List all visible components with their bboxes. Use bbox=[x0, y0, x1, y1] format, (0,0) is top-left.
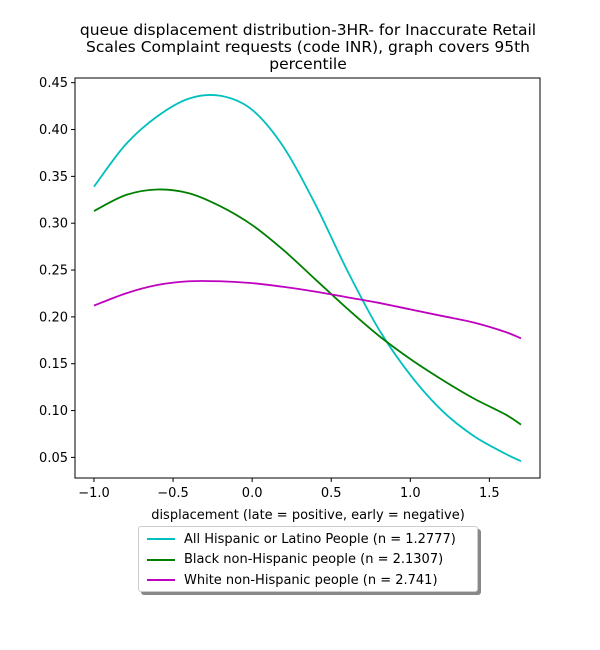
chart-title: queue displacement distribution-3HR- for… bbox=[80, 21, 536, 73]
legend-swatch bbox=[147, 579, 175, 582]
x-tick-label: −0.5 bbox=[157, 486, 189, 501]
y-tick-label: 0.30 bbox=[39, 217, 68, 232]
y-tick-label: 0.15 bbox=[39, 357, 68, 372]
chart-title-line-3: percentile bbox=[269, 55, 347, 73]
x-tick-label: 0.5 bbox=[321, 486, 342, 501]
y-tick-label: 0.20 bbox=[39, 310, 68, 325]
legend-item: White non-Hispanic people (n = 2.741) bbox=[147, 570, 469, 591]
x-axis-label: displacement (late = positive, early = n… bbox=[151, 508, 465, 523]
series-line-2 bbox=[93, 188, 522, 426]
y-tick-label: 0.25 bbox=[39, 264, 68, 279]
legend-label: All Hispanic or Latino People (n = 1.277… bbox=[184, 531, 456, 547]
legend-item: All Hispanic or Latino People (n = 1.277… bbox=[147, 529, 469, 550]
x-tick-label: −1.0 bbox=[78, 486, 110, 501]
x-tick-label: 0.0 bbox=[242, 486, 263, 501]
series-line-1 bbox=[93, 94, 522, 462]
x-tick-label: 1.5 bbox=[479, 486, 500, 501]
y-tick-label: 0.05 bbox=[39, 451, 68, 466]
x-tick-label: 1.0 bbox=[400, 486, 421, 501]
legend: All Hispanic or Latino People (n = 1.277… bbox=[138, 526, 478, 592]
legend-swatch bbox=[147, 538, 175, 541]
plot-area-frame bbox=[74, 77, 541, 479]
chart-title-line-1: queue displacement distribution-3HR- for… bbox=[80, 21, 536, 39]
y-tick-label: 0.45 bbox=[39, 76, 68, 91]
legend-label: White non-Hispanic people (n = 2.741) bbox=[184, 572, 438, 588]
y-tick-label: 0.10 bbox=[39, 404, 68, 419]
x-axis-ticks: −1.0 −0.5 0.0 0.5 1.0 1.5 bbox=[78, 478, 500, 501]
series-line-3 bbox=[93, 280, 522, 340]
series-layer bbox=[93, 94, 522, 462]
y-tick-label: 0.40 bbox=[39, 123, 68, 138]
legend-swatch bbox=[147, 558, 175, 561]
legend-item: Black non-Hispanic people (n = 2.1307) bbox=[147, 550, 469, 571]
y-tick-label: 0.35 bbox=[39, 170, 68, 185]
chart-title-line-2: Scales Complaint requests (code INR), gr… bbox=[86, 38, 530, 56]
legend-label: Black non-Hispanic people (n = 2.1307) bbox=[184, 552, 444, 568]
y-axis-ticks: 0.05 0.10 0.15 0.20 0.25 0.30 0.35 0.40 0.45 bbox=[39, 76, 75, 466]
